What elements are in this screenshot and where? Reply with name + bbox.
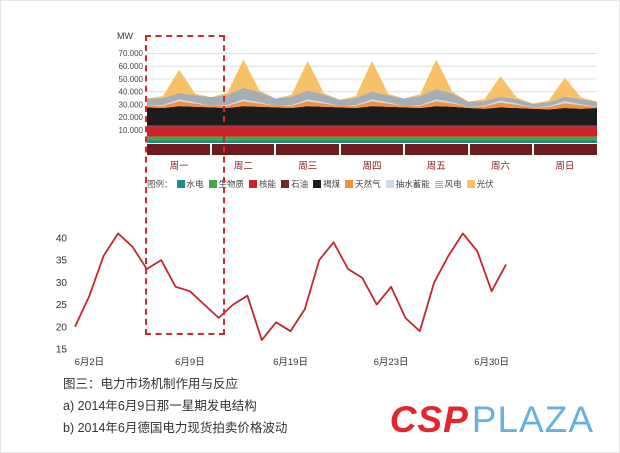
- day-label: 周五: [426, 161, 446, 172]
- legend-title: 图例：: [147, 179, 173, 189]
- legend-swatch: [176, 180, 185, 188]
- legend-swatch: [208, 180, 217, 188]
- caption-line-b: b) 2014年6月德国电力现货拍卖价格波动: [63, 421, 288, 435]
- legend-label: 石油: [291, 179, 309, 189]
- legend-label: 光伏: [476, 179, 494, 189]
- legend-item: 风电: [434, 178, 462, 190]
- svg-text:15: 15: [56, 345, 68, 356]
- legend-item: 褐煤: [313, 178, 340, 190]
- svg-text:60.000: 60.000: [119, 62, 144, 71]
- day-bar-cell: [341, 144, 406, 155]
- legend-item: 核能: [249, 178, 276, 190]
- highlight-dashed-rectangle: [145, 35, 225, 335]
- logo-plaza-text: PLAZA: [471, 399, 594, 440]
- day-bar-cell: [212, 144, 277, 155]
- svg-text:6月23日: 6月23日: [374, 357, 409, 368]
- caption-title: 图三：电力市场机制作用与反应: [63, 377, 239, 391]
- svg-text:6月9日: 6月9日: [175, 357, 205, 368]
- legend-swatch: [434, 180, 443, 188]
- day-bar-cell: [405, 144, 470, 155]
- legend-swatch: [281, 180, 290, 188]
- legend-swatch: [313, 180, 322, 188]
- legend-label: 抽水蓄能: [395, 179, 430, 189]
- legend-label: 褐煤: [323, 179, 341, 189]
- svg-text:6月2日: 6月2日: [75, 357, 105, 368]
- legend-item: 光伏: [466, 178, 494, 190]
- day-axis-bar: [147, 144, 597, 155]
- svg-text:6月19日: 6月19日: [273, 357, 308, 368]
- svg-text:20.000: 20.000: [119, 113, 144, 122]
- y-axis-unit-label: MW: [117, 31, 133, 41]
- legend-item: 水电: [176, 178, 204, 190]
- svg-text:20: 20: [56, 322, 68, 333]
- day-label: 周三: [298, 161, 318, 172]
- legend-items: 水电 生物质 核能 石油 褐煤 天然气 抽水蓄能 风电 光伏: [176, 178, 499, 190]
- legend-item: 天然气: [345, 178, 381, 190]
- legend-item: 生物质: [208, 178, 245, 190]
- price-line-chart: 40 35 30 25 20 15 6月2日 6月9日 6月19日 6月23日 6月30日: [56, 232, 509, 368]
- legend-swatch: [345, 180, 354, 188]
- figure-caption: 图三：电力市场机制作用与反应 a) 2014年6月9日那一星期发电结构 b) 2…: [63, 373, 287, 439]
- day-bar-cell: [534, 144, 597, 155]
- day-bar-cell: [147, 144, 212, 155]
- day-label: 周日: [555, 161, 575, 172]
- legend-item: 石油: [281, 178, 308, 190]
- svg-text:35: 35: [56, 256, 68, 267]
- legend-swatch: [249, 180, 258, 188]
- day-label: 周四: [362, 161, 382, 172]
- svg-text:40: 40: [56, 233, 68, 244]
- stacked-area-chart: 70.000 60.000 50.000 40.000 30.000 20.000 10.0…: [119, 49, 597, 143]
- legend-label: 风电: [444, 179, 462, 189]
- svg-text:30.000: 30.000: [119, 100, 144, 109]
- day-bar-cell: [276, 144, 341, 155]
- generation-structure-chart: MW 70.000 60.000 50.000 40.000 30.000 20.000 1…: [101, 31, 611, 221]
- legend-swatch: [385, 180, 394, 188]
- logo-csp-text: CSP: [389, 399, 469, 440]
- svg-text:10.000: 10.000: [119, 126, 144, 135]
- svg-text:70.000: 70.000: [119, 49, 144, 58]
- day-label: 周六: [491, 161, 511, 172]
- svg-text:40.000: 40.000: [119, 88, 144, 97]
- day-label: 周二: [233, 161, 253, 172]
- price-chart: 40 35 30 25 20 15 6月2日 6月9日 6月19日 6月23日 6月30日: [41, 221, 561, 371]
- legend-label: 天然气: [355, 179, 381, 189]
- legend-label: 水电: [186, 179, 204, 189]
- legend-item: 抽水蓄能: [385, 178, 430, 190]
- legend-label: 核能: [259, 179, 277, 189]
- day-label: 周一: [169, 161, 189, 172]
- svg-text:6月30日: 6月30日: [474, 357, 509, 368]
- svg-text:30: 30: [56, 278, 68, 289]
- csp-plaza-logo: CSPPLAZA: [390, 400, 594, 440]
- svg-text:50.000: 50.000: [119, 75, 144, 84]
- caption-line-a: a) 2014年6月9日那一星期发电结构: [63, 399, 257, 413]
- svg-text:25: 25: [56, 300, 68, 311]
- legend-swatch: [466, 180, 475, 188]
- legend-label: 生物质: [218, 179, 245, 189]
- day-bar-cell: [470, 144, 535, 155]
- day-axis-labels: 周一 周二 周三 周四 周五 周六 周日: [147, 158, 597, 172]
- chart-legend: 图例： 水电 生物质 核能 石油 褐煤 天然气 抽水蓄能 风电 光伏: [147, 178, 617, 190]
